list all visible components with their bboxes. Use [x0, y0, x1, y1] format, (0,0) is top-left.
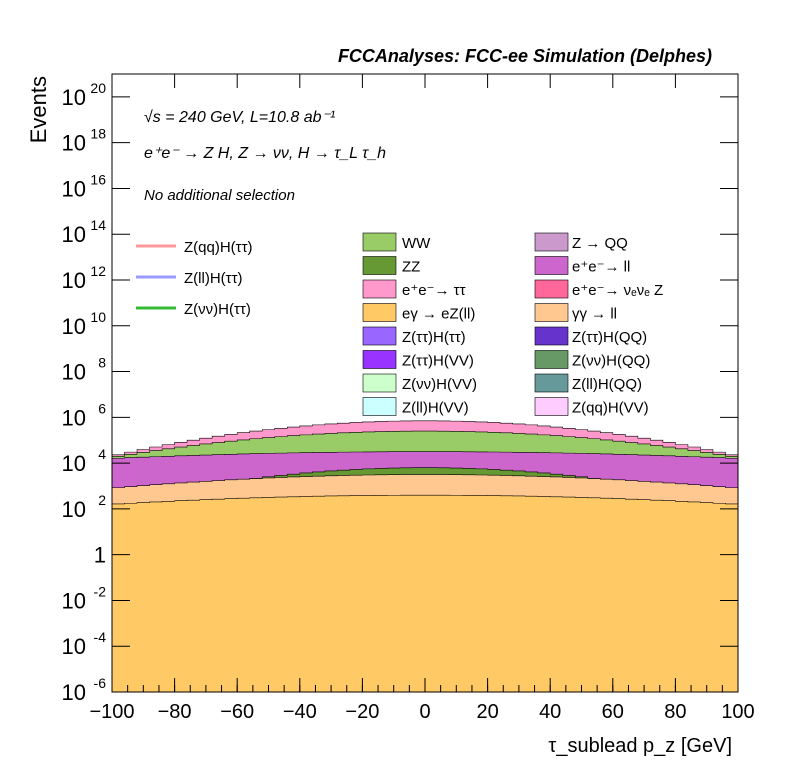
legend-fill-label: Z(νν)H(QQ)	[572, 353, 650, 370]
y-tick-label: 10	[62, 405, 86, 430]
x-tick-label: −60	[220, 701, 254, 723]
stack-layer-5	[111, 494, 739, 693]
selection-label: No additional selection	[144, 187, 295, 204]
energy-lumi-label: √s = 240 GeV, L=10.8 ab⁻¹	[144, 109, 335, 126]
x-tick-label: −80	[158, 701, 192, 723]
y-tick-label: 10	[62, 451, 86, 476]
legend-fill-swatch	[362, 256, 397, 275]
y-tick-label: 10	[62, 497, 86, 522]
y-tick-label: 10	[62, 176, 86, 201]
x-tick-label: 40	[539, 701, 561, 723]
y-tick-exponent: 2	[98, 492, 106, 508]
legend-fill-label: Z(ll)H(QQ)	[572, 376, 642, 393]
y-tick-exponent: 12	[90, 263, 106, 279]
x-tick-label: −100	[89, 701, 134, 723]
legend-fill-swatch	[534, 256, 569, 275]
legend-fill-swatch	[362, 373, 397, 393]
x-tick-label: 100	[721, 701, 754, 723]
legend-fill-swatch	[534, 350, 569, 369]
y-tick-label: 10	[62, 314, 86, 339]
y-tick-exponent: 20	[90, 80, 106, 96]
legend-fill-swatch	[362, 232, 397, 252]
legend-fill-label: Z(νν)H(VV)	[402, 376, 477, 393]
legend-fill-swatch	[534, 232, 569, 252]
y-tick-label: 10	[62, 634, 86, 659]
legend-fill-label: e⁺e⁻→ νₑνₑ Z	[572, 282, 663, 299]
chart-header: FCCAnalyses: FCC-ee Simulation (Delphes)	[338, 46, 712, 66]
y-tick-exponent: -6	[94, 675, 107, 691]
legend-fill-swatch	[362, 350, 397, 369]
legend-fill-swatch	[534, 326, 569, 346]
legend-fill-label: eγ → eZ(ll)	[402, 306, 475, 323]
legend-fill-swatch	[362, 303, 397, 322]
legend-fill-label: WW	[402, 235, 431, 252]
y-tick-label: 1	[94, 543, 106, 568]
legend-fill-swatch	[534, 303, 569, 322]
x-tick-label: 0	[419, 701, 430, 723]
y-tick-exponent: 14	[90, 217, 106, 233]
y-tick-label: 10	[62, 85, 86, 110]
legend-line-label: Z(qq)H(ττ)	[184, 239, 253, 256]
legend-fill-label: e⁺e⁻→ ll	[572, 259, 630, 276]
legend-fill-swatch	[362, 326, 397, 346]
legend-fill-swatch	[534, 279, 569, 299]
x-tick-label: −20	[345, 701, 379, 723]
y-tick-exponent: 6	[98, 400, 106, 416]
legend-fill-label: γγ → ll	[572, 306, 617, 323]
legend-fill-swatch	[534, 397, 569, 416]
legend-fill-label: Z(ττ)H(QQ)	[572, 329, 647, 346]
y-tick-exponent: 16	[90, 171, 106, 187]
y-tick-label: 10	[62, 680, 86, 705]
legend: Z(qq)H(ττ) Z(ll)H(ττ) Z(νν)H(ττ) WW ZZ e⁺e⁻→ …	[136, 232, 663, 417]
y-tick-exponent: 18	[90, 126, 106, 142]
y-tick-exponent: 10	[90, 309, 106, 325]
legend-fill-label: Z(qq)H(VV)	[572, 400, 649, 417]
y-tick-label: 10	[62, 131, 86, 156]
y-tick-exponent: -2	[94, 583, 107, 599]
legend-fill-label: Z(ττ)H(VV)	[402, 353, 474, 370]
y-tick-label: 10	[62, 268, 86, 293]
legend-fill-label: Z(ll)H(VV)	[402, 400, 469, 417]
x-tick-label: 60	[602, 701, 624, 723]
legend-fill-label: e⁺e⁻→ ττ	[402, 282, 466, 299]
x-axis-label: τ_sublead p_z [GeV]	[548, 735, 732, 757]
legend-line-label: Z(ll)H(ττ)	[184, 270, 243, 287]
legend-line-label: Z(νν)H(ττ)	[184, 301, 251, 318]
plot-area	[111, 420, 739, 693]
y-tick-exponent: 8	[98, 355, 106, 371]
legend-fill-label: Z → QQ	[572, 235, 628, 252]
process-label: e⁺e⁻ → Z H, Z → νν, H → τ_L τ_h	[144, 145, 386, 162]
y-tick-label: 10	[62, 222, 86, 247]
legend-fill-swatch	[362, 279, 397, 299]
x-tick-label: −40	[283, 701, 317, 723]
y-tick-exponent: -4	[94, 629, 107, 645]
y-tick-label: 10	[62, 360, 86, 385]
legend-fill-label: Z(ττ)H(ττ)	[402, 329, 466, 346]
y-axis-label: Events	[26, 76, 51, 143]
x-tick-label: 20	[476, 701, 498, 723]
legend-fill-swatch	[534, 373, 569, 393]
y-tick-label: 10	[62, 588, 86, 613]
y-tick-exponent: 4	[98, 446, 106, 462]
x-tick-label: 80	[664, 701, 686, 723]
legend-fill-swatch	[362, 397, 397, 416]
legend-fill-label: ZZ	[402, 259, 420, 276]
axes: −100 −80 −60 −40 −20 0 20 40 60 80 100 10 -6 10 -4 10 -2…	[62, 74, 755, 723]
